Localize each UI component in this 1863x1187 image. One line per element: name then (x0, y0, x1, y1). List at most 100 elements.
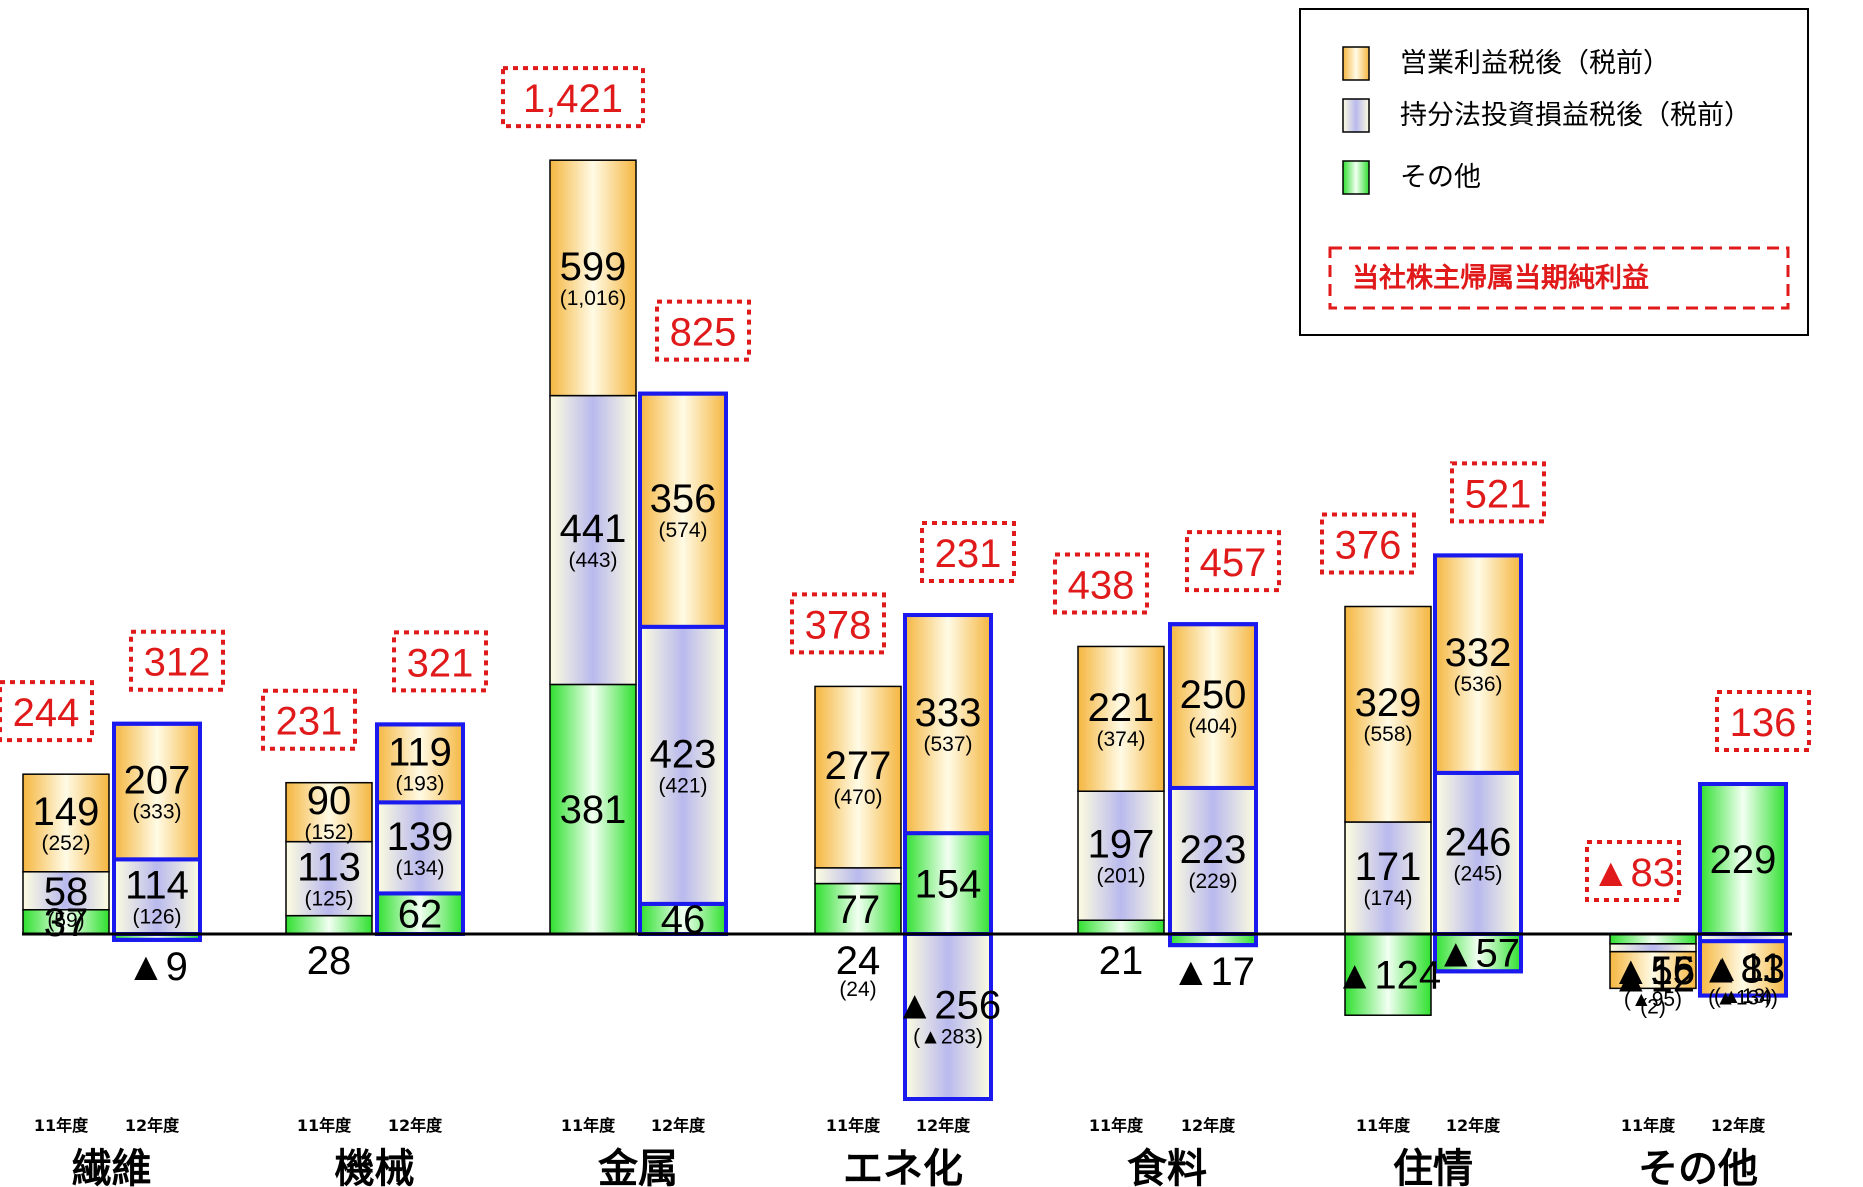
bar-operating-1-1 (375, 722, 465, 805)
total-box-2-1 (655, 299, 751, 362)
year-1-1: 12年度 (388, 1116, 443, 1135)
pre-equity-5-1: (245) (1453, 862, 1502, 885)
total-box-5-1 (1450, 461, 1546, 524)
pre-operating-1-1: (193) (395, 772, 444, 795)
pre-operating-3-1: (537) (923, 733, 972, 756)
legend-total-frame (1328, 246, 1790, 310)
bar-outline-0-1 (112, 721, 202, 942)
val-operating-0-1: 207 (124, 759, 191, 803)
segment-6: その他 (1638, 1146, 1758, 1187)
total-box-3-1 (920, 521, 1016, 584)
year-3-1: 12年度 (916, 1116, 971, 1135)
bar-outline-6-1 (1698, 782, 1788, 998)
pre-equity-3-0: (24) (839, 978, 876, 1001)
bar-other-1-1 (375, 891, 465, 937)
val-other-2-1: 46 (661, 898, 706, 942)
year-6-0: 11年度 (1621, 1116, 1676, 1135)
pre-equity-2-1: (421) (658, 774, 707, 797)
val-equity-0-1: 114 (125, 864, 189, 908)
total-1-0: 231 (276, 700, 343, 744)
val-operating-4-0: 221 (1088, 686, 1155, 730)
bars-layer (22, 159, 1788, 1101)
bar-operating-6-1 (1698, 939, 1788, 998)
total-box-6-0 (1585, 840, 1681, 902)
legend-other-swatch (1342, 160, 1370, 195)
year-0-1: 12年度 (125, 1116, 180, 1135)
pre-operating-6-0: (▲95) (1624, 988, 1682, 1011)
pre-equity-4-0: (201) (1096, 865, 1145, 888)
total-box-6-1 (1715, 690, 1811, 753)
legend-box: 営業利益税後（税前） 持分法投資損益税後（税前） その他 当社株主帰属当期純利益 (1299, 8, 1809, 336)
val-other-1-0: 28 (307, 939, 352, 983)
pre-equity-0-1: (126) (132, 906, 181, 929)
bar-other-2-0 (549, 683, 637, 935)
legend-operating-swatch (1342, 46, 1370, 81)
legend-other-label: その他 (1400, 162, 1481, 193)
bar-operating-2-0 (549, 159, 637, 397)
bar-other-1-0 (285, 914, 373, 935)
pre-operating-4-0: (374) (1096, 728, 1145, 751)
pre-equity-0-0: (59) (47, 909, 84, 932)
val-equity-6-1: ▲11 (1702, 946, 1783, 990)
total-box-0-1 (129, 629, 225, 692)
pre-equity-6-0: (2) (1640, 996, 1666, 1019)
total-box-1-1 (392, 630, 488, 693)
pre-equity-4-1: (229) (1188, 870, 1237, 893)
val-other-6-0: ▲15 (1611, 949, 1695, 993)
val-other-1-1: 62 (398, 893, 443, 937)
val-equity-4-1: 223 (1180, 828, 1247, 872)
bar-outline-3-1 (903, 613, 993, 1101)
year-5-0: 11年度 (1356, 1116, 1411, 1135)
val-operating-6-0: ▲56 (1611, 949, 1695, 993)
segment-2: 金属 (597, 1146, 678, 1187)
year-6-1: 12年度 (1711, 1116, 1766, 1135)
val-operating-1-0: 90 (307, 779, 352, 823)
val-equity-6-0: ▲12 (1611, 957, 1695, 1001)
val-other-5-1: ▲57 (1436, 932, 1520, 976)
total-box-3-0 (790, 592, 886, 655)
bar-operating-5-0 (1344, 605, 1432, 823)
val-equity-3-1: ▲256 (895, 984, 1001, 1028)
val-equity-2-0: 441 (560, 507, 627, 551)
total-5-1: 521 (1465, 472, 1532, 516)
val-operating-5-0: 329 (1355, 681, 1422, 725)
bar-operating-0-0 (22, 773, 110, 873)
val-equity-0-0: 58 (44, 870, 89, 914)
val-operating-0-0: 149 (33, 790, 100, 834)
total-4-0: 438 (1068, 563, 1135, 607)
total-6-0: ▲83 (1591, 851, 1675, 895)
year-5-1: 12年度 (1446, 1116, 1501, 1135)
legend-frame (1299, 8, 1809, 336)
val-other-6-1: 229 (1710, 838, 1777, 882)
segment-4: 食料 (1127, 1146, 1207, 1187)
bar-equity-1-0 (285, 840, 373, 917)
pre-operating-5-0: (558) (1363, 723, 1412, 746)
total-box-4-0 (1053, 552, 1149, 615)
bar-other-3-0 (814, 882, 902, 935)
pre-equity-6-1: (▲13) (1714, 985, 1772, 1008)
val-other-2-0: 381 (560, 788, 627, 832)
pre-operating-2-1: (574) (658, 519, 707, 542)
total-2-0: 1,421 (523, 77, 623, 121)
total-box-1-0 (261, 688, 357, 751)
total-6-1: 136 (1730, 701, 1797, 745)
total-box-0-0 (0, 680, 94, 743)
pre-operating-0-0: (252) (41, 832, 90, 855)
val-other-0-0: 37 (44, 901, 89, 945)
val-other-0-1: ▲9 (126, 945, 188, 989)
total-box-2-0 (501, 66, 645, 129)
total-4-1: 457 (1200, 541, 1267, 585)
total-3-1: 231 (935, 532, 1002, 576)
year-0-0: 11年度 (34, 1116, 89, 1135)
val-operating-3-0: 277 (825, 744, 892, 788)
val-equity-4-0: 197 (1088, 823, 1155, 867)
val-other-4-0: 21 (1099, 939, 1144, 983)
legend-equity-swatch (1342, 98, 1370, 133)
val-equity-5-1: 246 (1445, 820, 1512, 864)
bar-outline-4-1 (1168, 622, 1258, 948)
bar-equity-3-0 (814, 867, 902, 885)
total-box-5-0 (1320, 512, 1416, 575)
val-equity-1-1: 139 (387, 815, 454, 859)
pre-equity-5-0: (174) (1363, 887, 1412, 910)
